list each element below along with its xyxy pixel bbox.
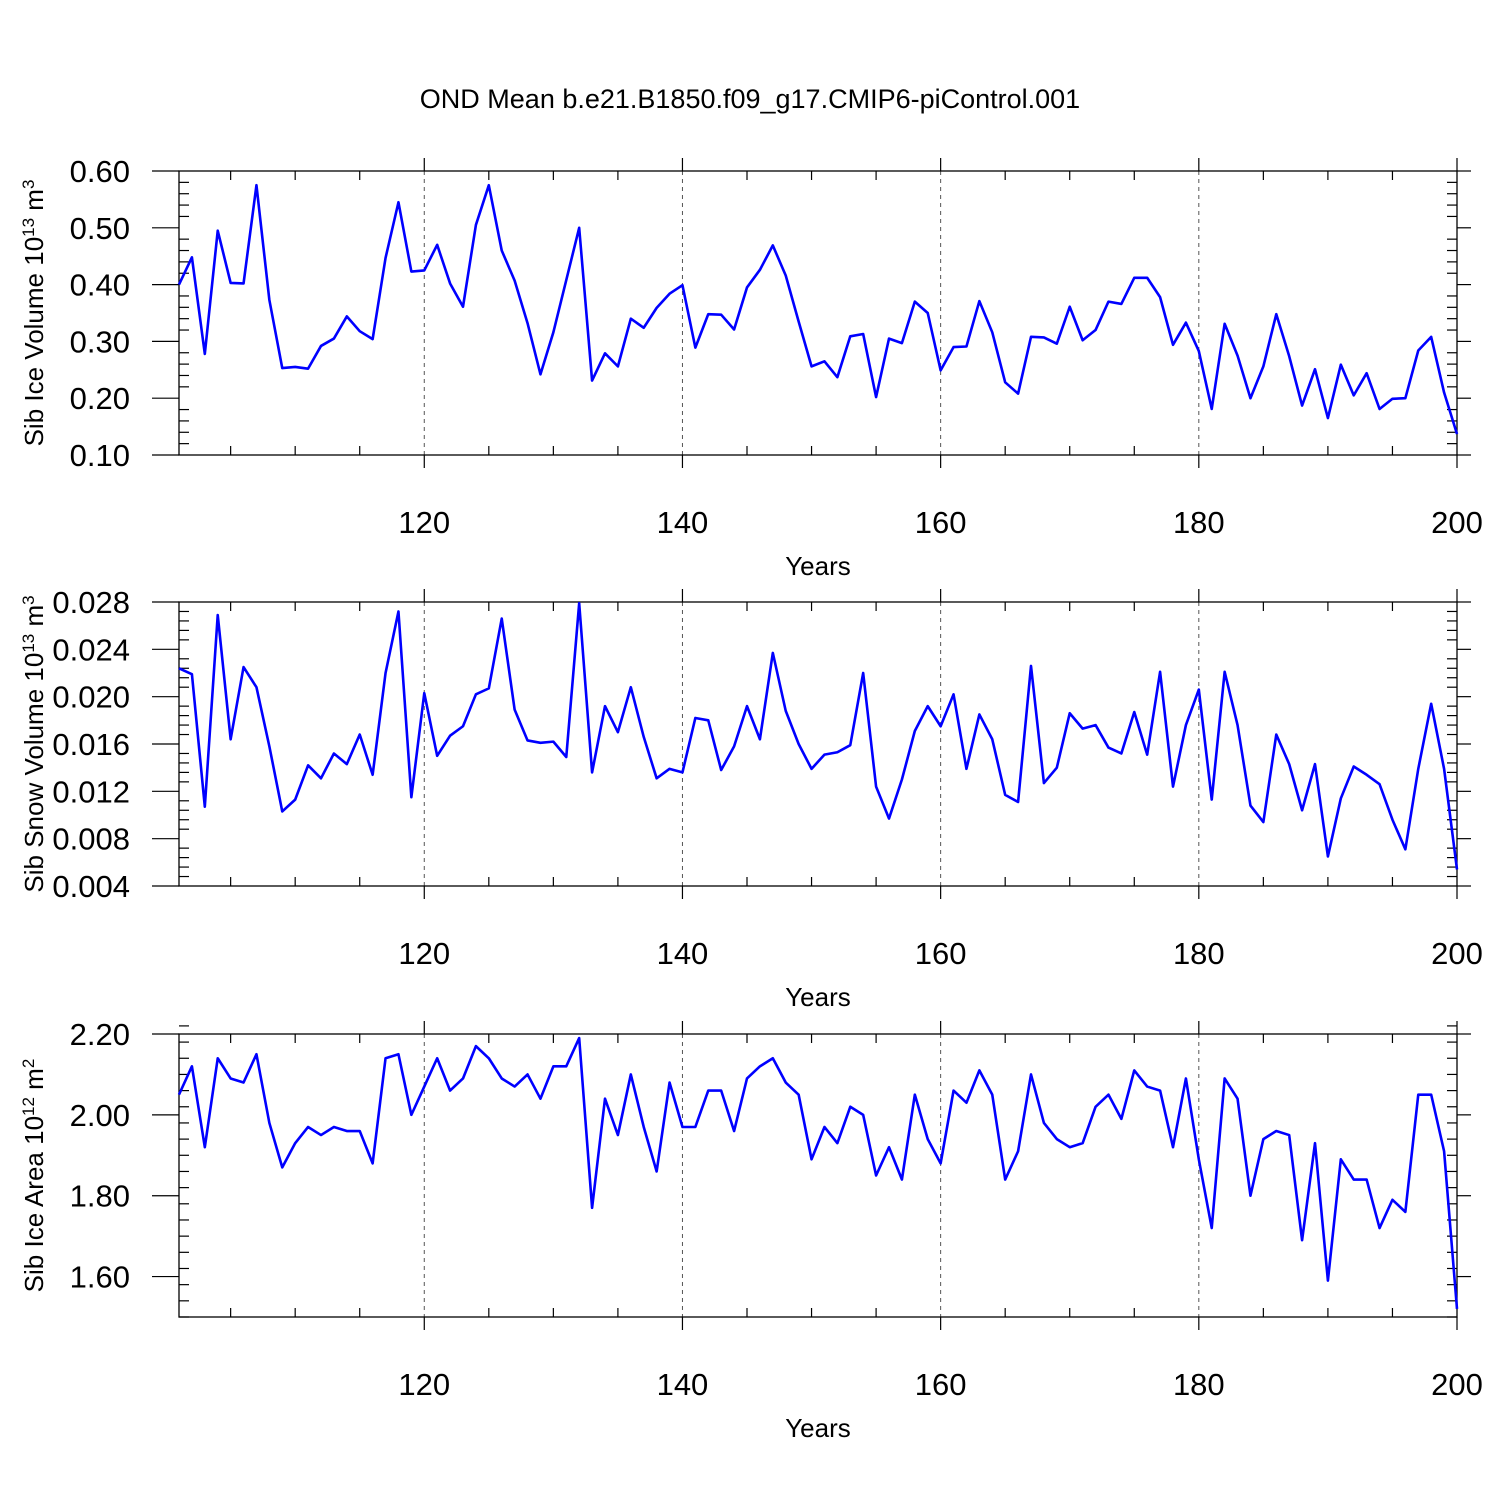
x-tick-label: 180 [1173, 936, 1225, 971]
y-tick-label: 0.50 [70, 211, 130, 246]
y-tick-label: 2.20 [70, 1017, 130, 1052]
y-tick-label: 0.40 [70, 268, 130, 303]
series-line-2 [178, 601, 1459, 870]
y-tick-label: 0.024 [52, 632, 130, 667]
panel-2: 120 140 160 180 200 0.004 0.008 0.012 0.016 0.020… [19, 585, 1483, 1012]
x-tick-label: 200 [1431, 505, 1483, 540]
y-tick-label: 0.020 [52, 680, 130, 715]
x-tick-label: 160 [915, 1367, 967, 1402]
x-tick-label: 180 [1173, 505, 1225, 540]
x-tick-label: 160 [915, 505, 967, 540]
series-line-1 [177, 183, 1459, 435]
panel-3: 120 140 160 180 200 1.60 1.80 2.00 2.20 Years Sib … [19, 1017, 1483, 1443]
x-tick-label: 140 [657, 936, 709, 971]
y-tick-label: 0.10 [70, 438, 130, 473]
y-tick-label: 0.20 [70, 381, 130, 416]
y-tick-label: 0.016 [52, 727, 130, 762]
x-tick-label: 140 [657, 505, 709, 540]
y-axis-label: Sib Ice Area 1012 m2 [19, 1059, 50, 1293]
x-tick-label: 160 [915, 936, 967, 971]
x-tick-label: 200 [1431, 936, 1483, 971]
plot-frame [178, 170, 1458, 456]
y-tick-label: 1.80 [70, 1179, 130, 1214]
chart-title: OND Mean b.e21.B1850.f09_g17.CMIP6-piCon… [420, 84, 1080, 114]
x-tick-label: 120 [398, 1367, 450, 1402]
panel-1: 120 140 160 180 200 0.10 0.20 0.30 0.40 0.50 0.60 Y… [19, 154, 1483, 581]
y-tick-label: 0.60 [70, 154, 130, 189]
y-axis-label: Sib Ice Volume 1013 m3 [19, 180, 50, 447]
x-tick-label: 120 [398, 936, 450, 971]
plot-frame [178, 601, 1458, 887]
y-tick-label: 0.004 [52, 869, 130, 904]
x-tick-label: 200 [1431, 1367, 1483, 1402]
x-axis-label: Years [785, 1413, 851, 1443]
y-axis-label: Sib Snow Volume 1013 m3 [19, 595, 50, 892]
y-tick-label: 1.60 [70, 1260, 130, 1295]
y-tick-label: 0.008 [52, 822, 130, 857]
x-axis-label: Years [785, 982, 851, 1012]
y-tick-label: 0.028 [52, 585, 130, 620]
series-line-3 [177, 1036, 1459, 1310]
y-tick-label: 0.012 [52, 774, 130, 809]
x-tick-label: 180 [1173, 1367, 1225, 1402]
plot-frame [178, 1033, 1458, 1318]
x-tick-label: 140 [657, 1367, 709, 1402]
y-tick-label: 2.00 [70, 1098, 130, 1133]
x-axis-label: Years [785, 551, 851, 581]
y-tick-label: 0.30 [70, 324, 130, 359]
x-tick-label: 120 [398, 505, 450, 540]
